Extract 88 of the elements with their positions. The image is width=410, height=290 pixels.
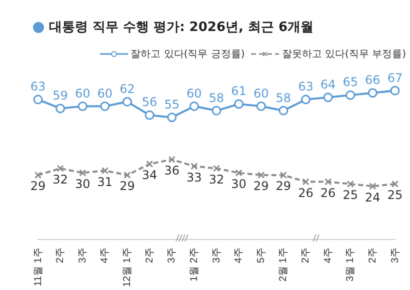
- point: [78, 101, 88, 111]
- data-label: 29: [120, 179, 135, 194]
- point: [368, 88, 378, 98]
- x-tick-label: 4주: [234, 248, 245, 264]
- point: [122, 97, 132, 107]
- data-label: 31: [97, 174, 113, 189]
- x-tick-label: 4주: [100, 248, 111, 264]
- point: [280, 172, 288, 179]
- data-label: 58: [276, 90, 292, 105]
- chart-title: 대통령 직무 수행 평가: 2026년, 최근 6개월: [49, 19, 314, 36]
- data-label: 59: [52, 88, 68, 103]
- point: [168, 156, 176, 164]
- data-label: 29: [253, 179, 269, 194]
- point: [124, 172, 131, 179]
- data-label: 33: [186, 170, 202, 184]
- point: [56, 164, 64, 172]
- data-label: 25: [342, 188, 358, 202]
- data-label: 58: [208, 90, 224, 105]
- point: [144, 110, 154, 120]
- data-label: 67: [387, 70, 403, 85]
- point: [100, 101, 110, 111]
- data-label: 32: [52, 172, 68, 187]
- data-label: 25: [387, 188, 403, 202]
- point: [346, 90, 356, 100]
- data-label: 60: [74, 86, 90, 100]
- x-tick-label: 3주: [390, 248, 401, 264]
- x-tick-label: 12월 1주: [122, 248, 133, 288]
- x-tick-label: 3주: [77, 248, 88, 264]
- point: [189, 101, 199, 111]
- data-label: 66: [365, 73, 380, 88]
- data-label: 56: [142, 95, 158, 110]
- data-label: 55: [164, 97, 180, 112]
- data-label: 26: [298, 186, 314, 200]
- point: [256, 101, 266, 111]
- point: [167, 112, 177, 122]
- data-label: 34: [142, 168, 158, 182]
- point: [346, 180, 354, 188]
- data-label: 30: [231, 177, 246, 192]
- x-tick-label: 2주: [144, 248, 156, 264]
- point: [146, 160, 154, 168]
- point: [34, 172, 42, 179]
- x-tick-label: 4주: [322, 248, 334, 264]
- point: [234, 99, 244, 109]
- data-label: 60: [253, 86, 269, 100]
- data-label: 32: [208, 172, 224, 187]
- point: [79, 169, 86, 176]
- data-label: 30: [74, 177, 90, 192]
- x-tick-label: 2월 1주: [278, 248, 290, 282]
- point: [212, 106, 222, 116]
- point: [56, 104, 66, 114]
- data-label: 60: [97, 86, 113, 100]
- point: [302, 178, 310, 186]
- data-label: 63: [298, 80, 314, 94]
- legend-label: 잘못하고 있다(직무 부정률): [282, 48, 406, 61]
- data-label: 63: [30, 80, 46, 94]
- x-tick-label: 1월 2주: [188, 248, 200, 282]
- data-label: 65: [342, 75, 358, 90]
- data-label: 29: [276, 179, 292, 194]
- point: [390, 86, 400, 96]
- data-label: 64: [320, 77, 336, 92]
- point: [258, 172, 265, 179]
- point: [301, 94, 310, 104]
- x-tick-label: 2주: [55, 248, 66, 264]
- data-label: 26: [320, 186, 336, 200]
- point: [324, 178, 332, 186]
- point: [323, 92, 333, 102]
- point: [391, 180, 399, 188]
- data-label: 60: [186, 86, 202, 100]
- point: [369, 182, 376, 190]
- x-tick-label: 3주: [211, 248, 222, 264]
- point: [212, 164, 220, 172]
- point: [190, 162, 198, 170]
- point: [101, 167, 109, 174]
- x-tick-label: 2주: [300, 248, 312, 264]
- data-label: 29: [30, 179, 46, 194]
- data-label: 62: [120, 82, 135, 96]
- x-tick-label: 3주: [166, 248, 178, 264]
- data-label: 61: [231, 84, 246, 98]
- point: [235, 169, 242, 176]
- x-tick-label: 11월 1주: [32, 248, 44, 286]
- point: [278, 106, 288, 116]
- x-tick-label: 5주: [256, 248, 267, 264]
- point: [33, 94, 43, 104]
- x-tick-label: 3월 1주: [345, 248, 356, 282]
- x-tick-label: 2주: [367, 248, 378, 264]
- data-label: 36: [164, 164, 180, 178]
- legend-label: 잘하고 있다(직무 긍정률): [130, 48, 245, 61]
- data-label: 24: [365, 190, 380, 204]
